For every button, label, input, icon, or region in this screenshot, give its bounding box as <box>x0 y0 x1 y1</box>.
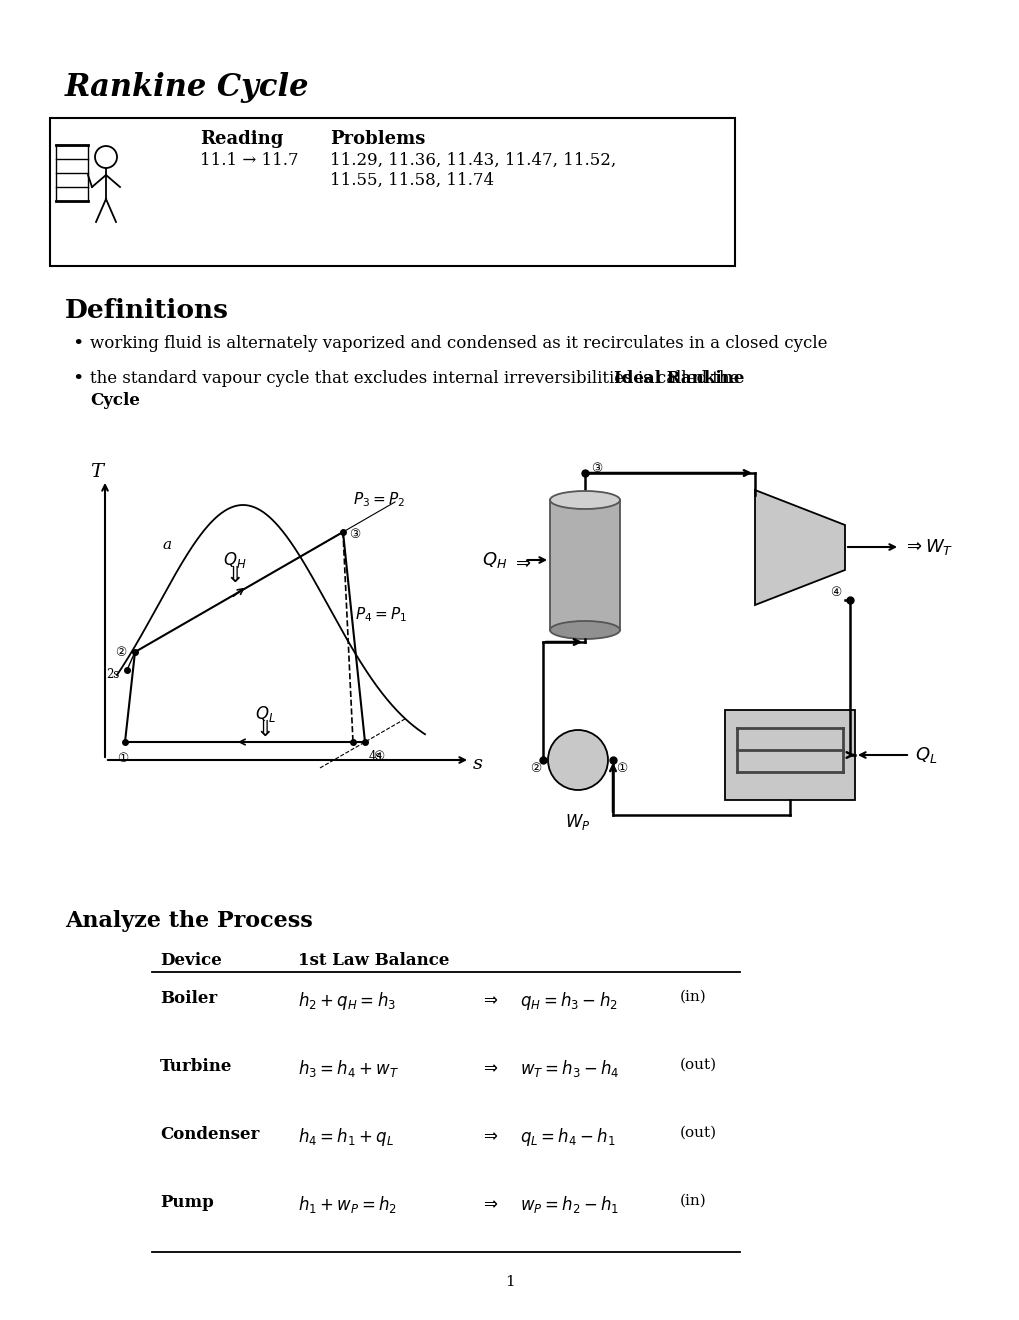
Text: $Q_L$: $Q_L$ <box>255 704 275 723</box>
Text: •: • <box>72 370 84 388</box>
Text: Cycle: Cycle <box>90 392 140 409</box>
Text: (out): (out) <box>680 1059 716 1072</box>
Text: $\Rightarrow$: $\Rightarrow$ <box>480 1195 498 1212</box>
Text: ①: ① <box>615 762 627 775</box>
Text: (in): (in) <box>680 990 706 1005</box>
Text: ②: ② <box>530 762 541 775</box>
Polygon shape <box>754 490 844 605</box>
Text: Ideal Rankine: Ideal Rankine <box>613 370 744 387</box>
Text: $h_3 = h_4 + w_T$: $h_3 = h_4 + w_T$ <box>298 1059 398 1078</box>
Text: Condenser: Condenser <box>160 1126 259 1143</box>
Text: 4s: 4s <box>369 750 382 763</box>
Text: ①: ① <box>117 751 128 764</box>
Text: (out): (out) <box>680 1126 716 1140</box>
Text: $W_P$: $W_P$ <box>565 812 590 832</box>
Text: $q_H = h_3 - h_2$: $q_H = h_3 - h_2$ <box>520 990 618 1012</box>
Text: ②: ② <box>115 645 126 659</box>
Ellipse shape <box>549 620 620 639</box>
Text: $w_P = h_2 - h_1$: $w_P = h_2 - h_1$ <box>520 1195 619 1214</box>
Text: a: a <box>162 539 171 552</box>
Text: $\Rightarrow$: $\Rightarrow$ <box>480 1126 498 1144</box>
Text: $\Rightarrow$: $\Rightarrow$ <box>512 553 531 572</box>
Text: ④: ④ <box>829 586 841 598</box>
Text: $h_1 + w_P = h_2$: $h_1 + w_P = h_2$ <box>298 1195 396 1214</box>
Text: Problems: Problems <box>330 129 425 148</box>
Text: 1st Law Balance: 1st Law Balance <box>298 952 449 969</box>
Text: 11.1 → 11.7: 11.1 → 11.7 <box>200 152 299 169</box>
Text: Rankine Cycle: Rankine Cycle <box>65 73 309 103</box>
Text: ③: ③ <box>590 462 601 475</box>
Text: $P_3 = P_2$: $P_3 = P_2$ <box>353 491 405 510</box>
Text: $\Rightarrow$: $\Rightarrow$ <box>480 1059 498 1076</box>
Text: ⇓: ⇓ <box>256 719 274 741</box>
Text: 11.55, 11.58, 11.74: 11.55, 11.58, 11.74 <box>330 172 493 189</box>
Text: $Q_H$: $Q_H$ <box>482 550 506 570</box>
Text: •: • <box>72 335 84 352</box>
Text: $Q_L$: $Q_L$ <box>914 744 936 766</box>
Text: 1: 1 <box>504 1275 515 1290</box>
Text: Turbine: Turbine <box>160 1059 232 1074</box>
Text: ④: ④ <box>373 750 384 763</box>
Text: Definitions: Definitions <box>65 298 229 323</box>
FancyBboxPatch shape <box>725 710 854 800</box>
Text: ⇓: ⇓ <box>225 566 245 586</box>
Text: ③: ③ <box>350 528 361 540</box>
Text: 11.29, 11.36, 11.43, 11.47, 11.52,: 11.29, 11.36, 11.43, 11.47, 11.52, <box>330 152 615 169</box>
Text: working fluid is alternately vaporized and condensed as it recirculates in a clo: working fluid is alternately vaporized a… <box>90 335 826 352</box>
Text: Device: Device <box>160 952 221 969</box>
FancyBboxPatch shape <box>549 500 620 630</box>
Ellipse shape <box>549 491 620 510</box>
Text: Reading: Reading <box>200 129 283 148</box>
Text: Pump: Pump <box>160 1195 214 1210</box>
Text: $\Rightarrow$: $\Rightarrow$ <box>480 990 498 1008</box>
Text: $w_T = h_3 - h_4$: $w_T = h_3 - h_4$ <box>520 1059 620 1078</box>
Text: $h_4 = h_1 + q_L$: $h_4 = h_1 + q_L$ <box>298 1126 393 1148</box>
Text: $h_2 + q_H = h_3$: $h_2 + q_H = h_3$ <box>298 990 395 1012</box>
Text: $Q_H$: $Q_H$ <box>223 550 247 570</box>
FancyBboxPatch shape <box>50 117 735 267</box>
Circle shape <box>547 730 607 789</box>
Circle shape <box>95 147 117 168</box>
Text: s: s <box>473 755 483 774</box>
Text: $\Rightarrow W_T$: $\Rightarrow W_T$ <box>902 537 953 557</box>
Text: Boiler: Boiler <box>160 990 217 1007</box>
Text: T: T <box>91 463 103 480</box>
Text: (in): (in) <box>680 1195 706 1208</box>
Text: $q_L = h_4 - h_1$: $q_L = h_4 - h_1$ <box>520 1126 615 1148</box>
Text: the standard vapour cycle that excludes internal irreversibilities is called the: the standard vapour cycle that excludes … <box>90 370 744 387</box>
Text: Analyze the Process: Analyze the Process <box>65 909 313 932</box>
Text: $P_4 = P_1$: $P_4 = P_1$ <box>355 606 407 624</box>
Text: 2s: 2s <box>106 668 119 681</box>
